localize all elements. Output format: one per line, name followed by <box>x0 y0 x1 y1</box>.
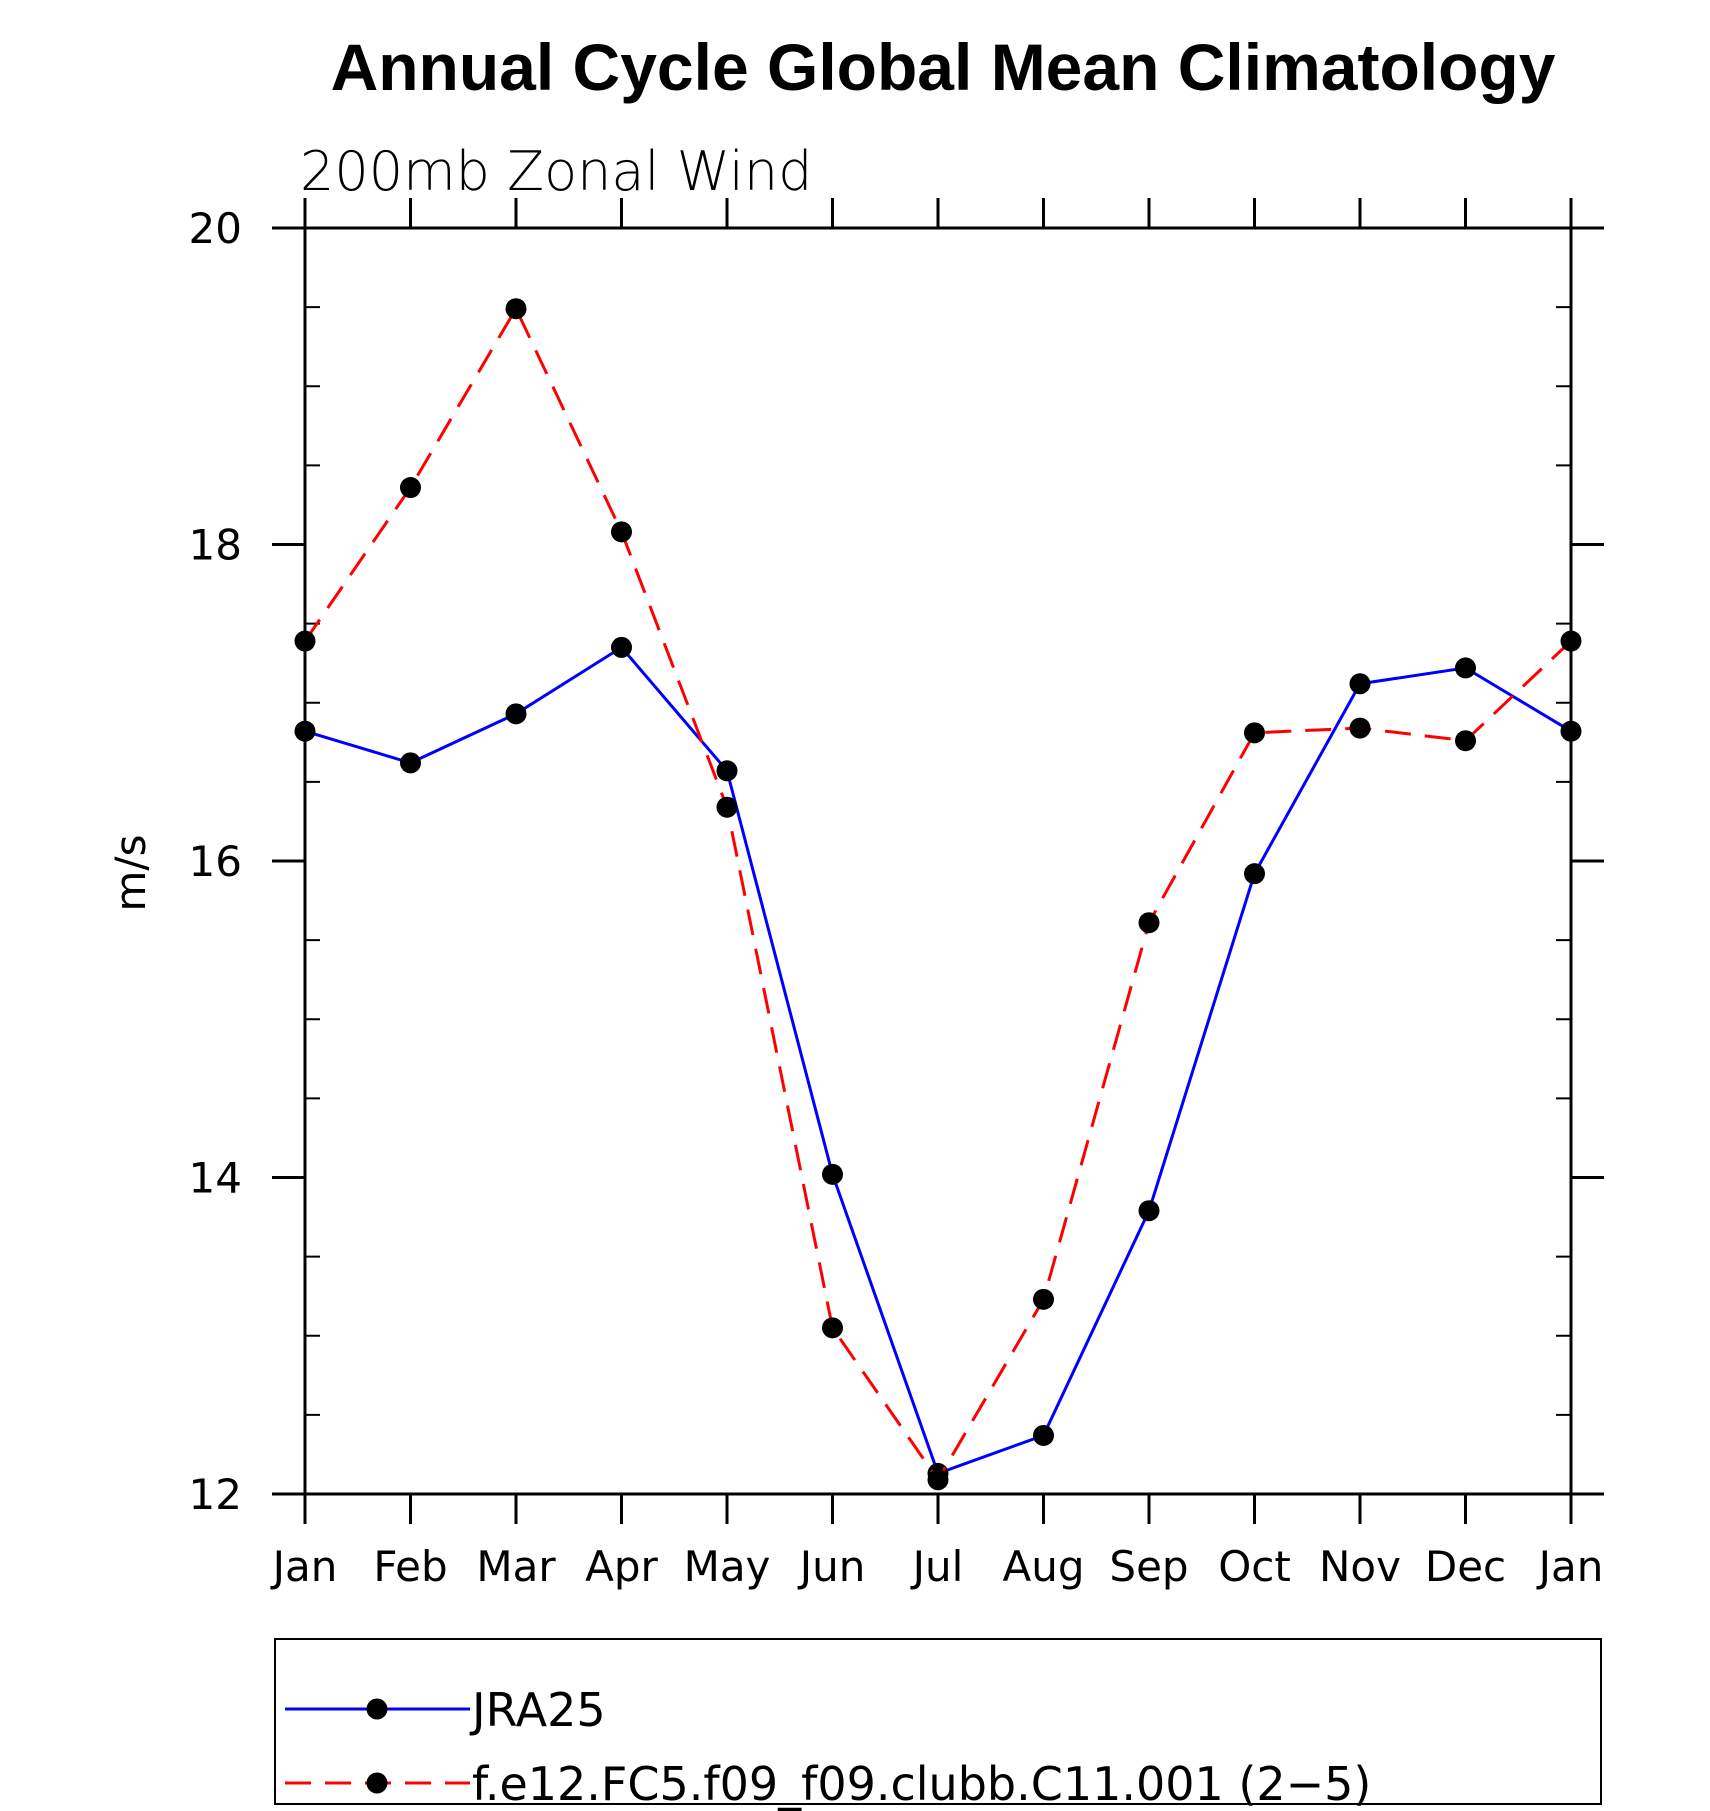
y-axis-label: m/s <box>106 835 155 912</box>
x-tick-label: Jul <box>910 1542 964 1591</box>
x-tick-label: Sep <box>1109 1542 1188 1591</box>
data-point-series-2 <box>294 630 316 652</box>
data-point-series-1 <box>1033 1424 1054 1446</box>
data-point-series-2 <box>505 298 527 320</box>
data-point-series-2 <box>1349 717 1371 739</box>
legend-label-1: JRA25 <box>469 1683 606 1737</box>
data-point-series-1 <box>294 720 316 742</box>
axes-layer: Jan Feb Mar Apr May Jun Jul Aug Sep Oct Nov Dec Jan 1… <box>189 198 1604 1591</box>
legend-marker-1 <box>366 1698 388 1720</box>
legend-label-2: f.e12.FC5.f09_f09.clubb.C11.001 (2−5) <box>472 1757 1371 1811</box>
x-tick-label: Oct <box>1218 1542 1291 1591</box>
data-point-series-2 <box>400 477 421 499</box>
y-tick-label: 16 <box>189 837 242 886</box>
x-tick-label: Apr <box>585 1542 658 1591</box>
data-point-series-1 <box>1138 1200 1160 1222</box>
data-point-series-2 <box>611 521 632 543</box>
x-tick-label: Jan <box>270 1542 338 1591</box>
chart-title: Annual Cycle Global Mean Climatology <box>331 30 1556 104</box>
data-point-series-2 <box>1455 730 1476 752</box>
chart-subtitle: 200mb Zonal Wind <box>300 140 812 203</box>
data-point-series-1 <box>1349 673 1371 695</box>
plot-frame <box>303 226 1573 1496</box>
x-tick-label: Dec <box>1425 1542 1506 1591</box>
x-tick-label: Nov <box>1319 1542 1401 1591</box>
data-point-series-1 <box>1244 863 1265 885</box>
legend-box <box>274 1638 1602 1805</box>
data-point-series-2 <box>1560 630 1582 652</box>
x-tick-label: Mar <box>476 1542 556 1591</box>
data-point-series-1 <box>716 760 738 782</box>
data-point-series-2 <box>1033 1288 1054 1310</box>
data-point-series-1 <box>611 636 632 658</box>
data-point-series-1 <box>822 1163 843 1185</box>
data-point-series-1 <box>1455 657 1476 679</box>
legend: JRA25 f.e12.FC5.f09_f09.clubb.C11.001 (2−… <box>285 1683 1371 1811</box>
series-layer <box>294 298 1582 1491</box>
data-point-series-2 <box>716 796 738 818</box>
x-tick-label: Jun <box>797 1542 866 1591</box>
x-tick-label: Feb <box>373 1542 447 1591</box>
data-point-series-2 <box>927 1469 949 1491</box>
y-tick-label: 12 <box>189 1470 242 1519</box>
data-point-series-2 <box>1138 912 1160 934</box>
series-line-2 <box>303 305 1573 1483</box>
y-tick-label: 14 <box>189 1154 242 1203</box>
x-tick-label: May <box>684 1542 771 1591</box>
x-tick-label: Aug <box>1002 1542 1084 1591</box>
data-point-series-1 <box>505 703 527 725</box>
data-point-series-2 <box>822 1317 843 1339</box>
data-point-series-1 <box>400 752 421 774</box>
series-line-1 <box>304 645 1572 1476</box>
legend-marker-2 <box>366 1772 388 1794</box>
data-point-series-2 <box>1244 722 1265 744</box>
data-point-series-1 <box>1560 720 1582 742</box>
y-tick-label: 18 <box>189 521 242 570</box>
y-tick-label: 20 <box>189 204 242 253</box>
x-tick-label: Jan <box>1536 1542 1604 1591</box>
